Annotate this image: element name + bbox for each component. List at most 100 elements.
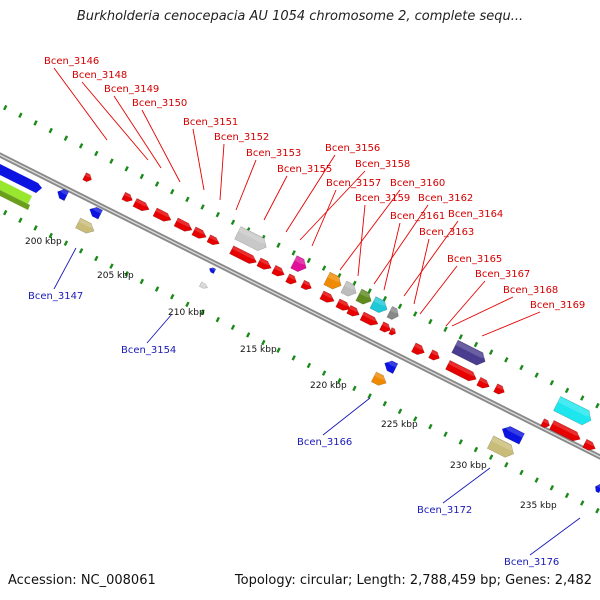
gene-features[interactable]	[55, 172, 600, 494]
guide-dot	[595, 507, 600, 514]
guide-dot	[321, 370, 327, 376]
gene-arrow[interactable]	[382, 358, 399, 374]
gene-arrow[interactable]	[132, 198, 151, 213]
guide-dot	[367, 288, 372, 294]
gene-label-top[interactable]: Bcen_3158	[355, 159, 410, 170]
gene-label-top[interactable]: Bcen_3159	[355, 193, 410, 204]
guide-dot	[170, 293, 175, 300]
bottom-gene-labels[interactable]: Bcen_3147 Bcen_3154 Bcen_3166 Bcen_3172 Bcen…	[28, 291, 559, 568]
gene-arrow[interactable]	[379, 321, 393, 335]
gene-arrow[interactable]	[271, 264, 287, 278]
gene-arrow[interactable]	[553, 395, 594, 427]
gene-arrow[interactable]	[369, 296, 390, 316]
guide-dot	[488, 454, 494, 460]
gene-label-top[interactable]: Bcen_3163	[419, 227, 474, 238]
gene-arrow[interactable]	[445, 360, 478, 383]
gene-arrow[interactable]	[152, 207, 173, 224]
gene-arrow[interactable]	[87, 205, 103, 220]
gene-label-top[interactable]: Bcen_3165	[447, 254, 502, 265]
gene-label-bottom[interactable]: Bcen_3147	[28, 291, 83, 302]
gene-arrow[interactable]	[121, 191, 135, 204]
gene-arrow[interactable]	[388, 327, 398, 337]
gene-arrow[interactable]	[319, 290, 337, 305]
gene-label-top[interactable]: Bcen_3169	[530, 300, 585, 311]
guide-dot	[63, 240, 69, 246]
guide-dot	[18, 217, 23, 224]
gene-arrow[interactable]	[198, 281, 209, 290]
guide-dot	[109, 263, 114, 269]
gene-arrow[interactable]	[173, 217, 194, 234]
guide-dot	[443, 326, 448, 333]
gene-arrow[interactable]	[355, 288, 374, 307]
gene-label-bottom[interactable]: Bcen_3166	[297, 437, 352, 448]
gene-arrow[interactable]	[55, 187, 70, 202]
gene-arrow[interactable]	[451, 339, 489, 368]
gene-arrow[interactable]	[300, 279, 314, 292]
guide-dot	[413, 311, 418, 317]
gene-arrow[interactable]	[476, 376, 492, 390]
guide-dot	[291, 250, 296, 256]
gene-label-bottom[interactable]: Bcen_3176	[504, 557, 559, 568]
map-title: Burkholderia cenocepacia AU 1054 chromos…	[76, 9, 524, 24]
gene-arrow[interactable]	[346, 304, 362, 318]
gene-label-bottom[interactable]: Bcen_3154	[121, 345, 176, 356]
gene-arrow[interactable]	[493, 383, 507, 397]
gene-label-top[interactable]: Bcen_3155	[277, 164, 332, 175]
gene-arrow[interactable]	[234, 226, 270, 254]
gene-arrow[interactable]	[208, 266, 217, 274]
gene-arrow[interactable]	[428, 349, 442, 363]
guide-dot	[549, 484, 555, 491]
gene-label-top[interactable]: Bcen_3168	[503, 285, 558, 296]
guide-dot	[367, 393, 372, 399]
guide-dot	[200, 204, 205, 210]
gene-arrow[interactable]	[359, 311, 380, 328]
gene-arrow[interactable]	[540, 418, 552, 430]
guide-dot	[291, 355, 296, 361]
gene-label-top[interactable]: Bcen_3146	[44, 56, 99, 67]
gene-arrow[interactable]	[549, 420, 582, 443]
gene-arrow[interactable]	[229, 245, 258, 267]
gene-label-top[interactable]: Bcen_3150	[132, 98, 187, 109]
gene-arrow[interactable]	[370, 371, 388, 388]
gene-arrow[interactable]	[486, 435, 517, 460]
scale-tick-label: 235 kbp	[520, 501, 557, 511]
guide-dot	[504, 357, 509, 363]
gene-arrow[interactable]	[411, 342, 426, 357]
gene-label-top[interactable]: Bcen_3156	[325, 143, 380, 154]
gene-arrow[interactable]	[256, 257, 274, 272]
guide-dot	[580, 500, 585, 506]
gene-arrow[interactable]	[582, 438, 598, 452]
gene-arrow[interactable]	[285, 273, 299, 287]
scale-tick-label: 200 kbp	[25, 237, 62, 247]
gene-label-top[interactable]: Bcen_3151	[183, 117, 238, 128]
scale-tick-label: 215 kbp	[240, 345, 277, 355]
gene-arrow[interactable]	[323, 271, 345, 292]
guide-dot	[78, 143, 84, 149]
gene-arrow[interactable]	[75, 217, 96, 236]
guide-dot	[48, 232, 53, 239]
gene-label-top[interactable]: Bcen_3167	[475, 269, 530, 280]
gene-label-top[interactable]: Bcen_3160	[390, 178, 445, 189]
gene-arrow[interactable]	[594, 483, 600, 494]
gene-label-top[interactable]: Bcen_3162	[418, 193, 473, 204]
top-gene-labels[interactable]: Bcen_3146 Bcen_3148 Bcen_3149 Bcen_3150 Bcen…	[44, 56, 585, 311]
gene-label-top[interactable]: Bcen_3157	[326, 178, 381, 189]
gene-label-top[interactable]: Bcen_3152	[214, 132, 269, 143]
gene-arrow[interactable]	[290, 255, 310, 275]
gene-arrow[interactable]	[499, 424, 525, 445]
gene-label-top[interactable]: Bcen_3153	[246, 148, 301, 159]
gene-label-top[interactable]: Bcen_3149	[104, 84, 159, 95]
gene-arrow[interactable]	[206, 234, 221, 248]
gene-label-bottom[interactable]: Bcen_3172	[417, 505, 472, 516]
guide-dot	[109, 158, 114, 164]
gene-label-top[interactable]: Bcen_3148	[72, 70, 127, 81]
gene-label-top[interactable]: Bcen_3161	[390, 211, 445, 222]
gene-label-top[interactable]: Bcen_3164	[448, 209, 503, 220]
gene-arrow[interactable]	[386, 306, 401, 321]
guide-dot	[124, 271, 129, 277]
gene-arrow[interactable]	[82, 172, 94, 184]
gene-arrow[interactable]	[191, 226, 209, 241]
gene-arrow[interactable]	[340, 280, 359, 299]
gene-arrow[interactable]	[335, 298, 353, 313]
